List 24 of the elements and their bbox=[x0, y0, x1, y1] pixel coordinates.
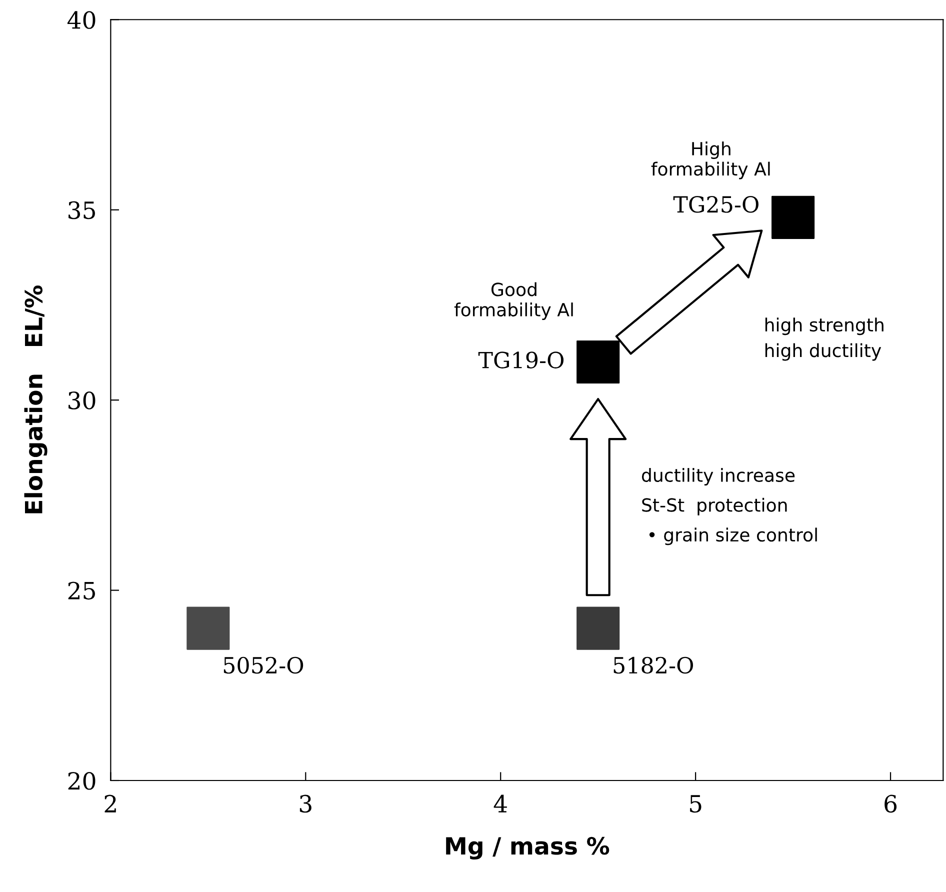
annotation: TG25-O bbox=[673, 196, 758, 213]
y-tick-label: 40 bbox=[67, 11, 96, 29]
y-tick-label: 30 bbox=[68, 392, 96, 410]
annotation: high strength high ductility bbox=[765, 318, 884, 361]
x-tick-label: 2 bbox=[104, 794, 116, 812]
x-tick-label: 3 bbox=[300, 794, 312, 813]
annotation: 5052-O bbox=[224, 656, 304, 674]
point bbox=[576, 340, 620, 384]
y-axis-title: Elongation EL/% bbox=[24, 286, 48, 514]
point bbox=[576, 606, 620, 650]
x-axis-title: Mg / mass % bbox=[446, 836, 610, 860]
point bbox=[186, 606, 230, 650]
y-tick-label: 25 bbox=[68, 582, 95, 600]
x-tick-label: 4 bbox=[494, 794, 507, 812]
point bbox=[772, 196, 815, 239]
annotation: TG19-O bbox=[478, 352, 564, 368]
x-tick-label: 6 bbox=[884, 794, 897, 813]
y-tick-label: 35 bbox=[68, 201, 95, 220]
x-tick-label: 5 bbox=[690, 795, 702, 813]
annotation: Good formability Al bbox=[454, 282, 573, 320]
annotation: 5182-O bbox=[614, 656, 694, 674]
annotation: ductility increase St-St protection • grain size control bbox=[642, 468, 817, 546]
annotation: High formability Al bbox=[651, 142, 770, 180]
y-tick-label: 20 bbox=[68, 772, 96, 790]
